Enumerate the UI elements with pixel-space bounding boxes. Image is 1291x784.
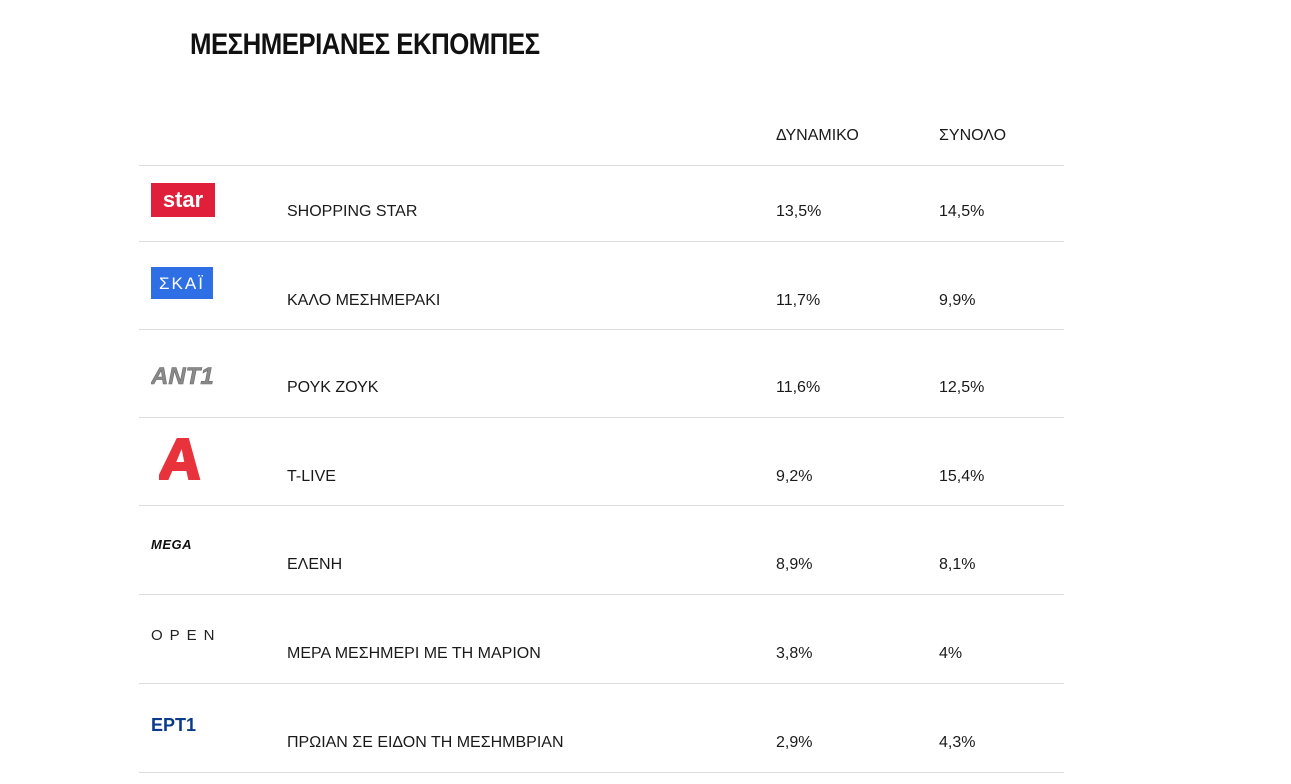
ratings-table: ΔΥΝΑΜΙΚΟ ΣΥΝΟΛΟ star SHOPPING STAR 13,5%… [139, 110, 1064, 773]
star-logo-text: star [163, 187, 204, 212]
page-title: ΜΕΣΗΜΕΡΙΑΝΕΣ ΕΚΠΟΜΠΕΣ [190, 28, 540, 61]
dynamic-value: 13,5% [776, 203, 822, 220]
table-row: ΣΚΑΪ ΚΑΛΟ ΜΕΣΗΜΕΡΑΚΙ 11,7% 9,9% [139, 242, 1064, 330]
table-row: OPEN ΜΕΡΑ ΜΕΣΗΜΕΡΙ ΜΕ ΤΗ ΜΑΡΙΟΝ 3,8% 4% [139, 595, 1064, 684]
table-row: star SHOPPING STAR 13,5% 14,5% [139, 166, 1064, 242]
dynamic-value: 2,9% [776, 734, 813, 751]
show-name: ΚΑΛΟ ΜΕΣΗΜΕΡΑΚΙ [287, 292, 441, 309]
skai-logo-text: ΣΚΑΪ [159, 274, 205, 293]
table-row: MEGA ΕΛΕΝΗ 8,9% 8,1% [139, 506, 1064, 595]
ert1-logo-text: ΕΡΤ1 [151, 715, 196, 735]
star-logo: star [151, 183, 215, 217]
ant1-logo: ANT1 [151, 354, 217, 388]
column-header-dynamic: ΔΥΝΑΜΙΚΟ [776, 127, 859, 144]
ant1-logo-text: ANT1 [151, 363, 214, 388]
total-value: 14,5% [939, 203, 985, 220]
total-value: 12,5% [939, 379, 985, 396]
total-value: 8,1% [939, 556, 976, 573]
total-value: 4,3% [939, 734, 976, 751]
dynamic-value: 8,9% [776, 556, 813, 573]
mega-logo: MEGA [151, 537, 221, 553]
show-name: SHOPPING STAR [287, 203, 418, 220]
show-name: ΠΡΩΙΑΝ ΣΕ ΕΙΔΟΝ ΤΗ ΜΕΣΗΜΒΡΙΑΝ [287, 734, 564, 751]
skai-logo: ΣΚΑΪ [151, 267, 213, 299]
table-row: ΕΡΤ1 ΠΡΩΙΑΝ ΣΕ ΕΙΔΟΝ ΤΗ ΜΕΣΗΜΒΡΙΑΝ 2,9% … [139, 684, 1064, 773]
table-header: ΔΥΝΑΜΙΚΟ ΣΥΝΟΛΟ [139, 110, 1064, 166]
open-logo: OPEN [151, 625, 221, 645]
table-row: ANT1 ΡΟΥΚ ΖΟΥΚ 11,6% 12,5% [139, 330, 1064, 418]
total-value: 15,4% [939, 468, 985, 485]
show-name: ΡΟΥΚ ΖΟΥΚ [287, 379, 379, 396]
show-name: ΕΛΕΝΗ [287, 556, 343, 573]
show-name: ΜΕΡΑ ΜΕΣΗΜΕΡΙ ΜΕ ΤΗ ΜΑΡΙΟΝ [287, 645, 541, 662]
show-name: T-LIVE [287, 468, 336, 485]
dynamic-value: 11,7% [776, 292, 821, 309]
dynamic-value: 9,2% [776, 468, 813, 485]
table-row: A T-LIVE 9,2% 15,4% [139, 418, 1064, 506]
ert1-logo: ΕΡΤ1 [151, 712, 217, 736]
mega-logo-text: MEGA [151, 537, 192, 552]
dynamic-value: 11,6% [776, 379, 821, 396]
total-value: 4% [939, 645, 963, 662]
total-value: 9,9% [939, 292, 976, 309]
alpha-logo: A [159, 436, 207, 484]
open-logo-text: OPEN [151, 627, 221, 644]
column-header-total: ΣΥΝΟΛΟ [939, 127, 1007, 144]
dynamic-value: 3,8% [776, 645, 813, 662]
